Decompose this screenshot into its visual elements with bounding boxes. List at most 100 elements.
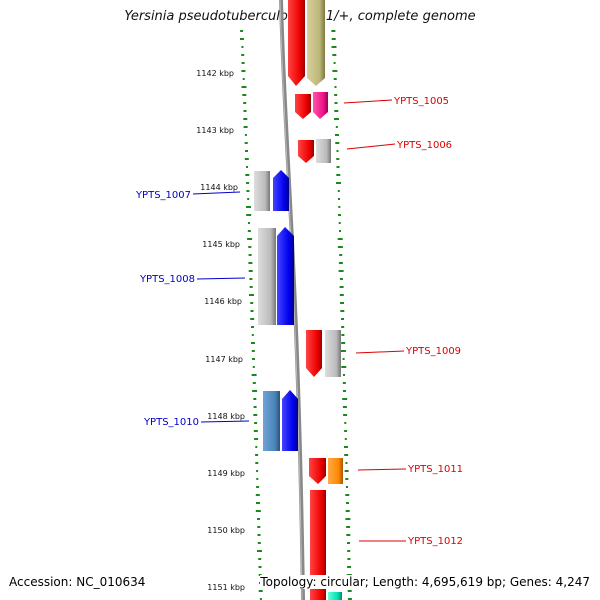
gene-label[interactable]: YPTS_1007 bbox=[135, 190, 191, 201]
genome-backbone bbox=[279, 0, 305, 600]
gc-dot bbox=[331, 46, 337, 48]
gc-dot bbox=[245, 150, 248, 152]
gc-dot bbox=[334, 102, 338, 104]
gc-dot bbox=[346, 534, 351, 536]
gc-dot bbox=[347, 598, 352, 600]
gc-dot bbox=[338, 222, 341, 224]
orange-feature[interactable] bbox=[328, 458, 343, 484]
khaki-feature[interactable] bbox=[307, 0, 325, 86]
gc-dot bbox=[336, 166, 340, 168]
forward-cds[interactable] bbox=[295, 94, 311, 119]
gc-dot bbox=[334, 110, 339, 112]
gray-feature[interactable] bbox=[258, 228, 276, 325]
gc-dot bbox=[240, 38, 244, 40]
gc-dot bbox=[244, 158, 249, 160]
gc-dot bbox=[250, 310, 254, 312]
gc-dot bbox=[331, 38, 336, 40]
gc-dot bbox=[259, 598, 262, 600]
gene-label[interactable]: YPTS_1006 bbox=[396, 140, 452, 151]
steel-feature[interactable] bbox=[263, 391, 280, 451]
magenta-feature[interactable] bbox=[313, 92, 328, 119]
gene-label[interactable]: YPTS_1011 bbox=[407, 464, 463, 475]
gc-dot bbox=[338, 214, 341, 216]
gene-label[interactable]: YPTS_1005 bbox=[393, 96, 449, 107]
gc-dot bbox=[246, 166, 248, 168]
gc-dot bbox=[344, 470, 349, 472]
gc-dot bbox=[257, 518, 260, 520]
gc-dot bbox=[241, 86, 247, 88]
reverse-cds[interactable] bbox=[282, 390, 298, 451]
reverse-cds[interactable] bbox=[273, 170, 289, 211]
gc-dot bbox=[248, 222, 250, 224]
gc-dot bbox=[345, 510, 350, 512]
forward-cds[interactable] bbox=[298, 140, 314, 163]
gc-dot bbox=[343, 390, 346, 392]
gc-dot bbox=[246, 214, 252, 216]
reverse-cds[interactable] bbox=[277, 227, 294, 325]
gene-label[interactable]: YPTS_1012 bbox=[407, 536, 463, 547]
gc-dot bbox=[341, 326, 345, 328]
gray-feature[interactable] bbox=[325, 330, 341, 377]
gc-dot bbox=[252, 358, 255, 360]
gene-label[interactable]: YPTS_1009 bbox=[405, 346, 461, 357]
gc-dot bbox=[339, 278, 343, 280]
gc-dot bbox=[347, 542, 350, 544]
gc-dot bbox=[247, 198, 250, 200]
gc-dot bbox=[244, 142, 248, 144]
gc-dot bbox=[347, 590, 352, 592]
gc-dot bbox=[255, 510, 261, 512]
gc-dot bbox=[334, 86, 337, 88]
forward-cds[interactable] bbox=[306, 330, 322, 377]
gc-dot bbox=[341, 318, 344, 320]
gc-dot bbox=[240, 30, 244, 32]
gc-dot bbox=[253, 414, 258, 416]
gc-dot bbox=[339, 286, 344, 288]
gc-dot bbox=[335, 142, 340, 144]
forward-cds[interactable] bbox=[309, 458, 326, 484]
gc-dot bbox=[339, 230, 341, 232]
gc-dot bbox=[246, 190, 250, 192]
gene-label[interactable]: YPTS_1010 bbox=[143, 417, 199, 428]
gc-dot bbox=[341, 366, 347, 368]
gc-dot bbox=[344, 446, 348, 448]
gc-dot bbox=[250, 302, 254, 304]
scale-tick-label: 1147 kbp bbox=[205, 355, 243, 364]
gc-dot bbox=[251, 374, 257, 376]
gc-dot bbox=[335, 134, 339, 136]
gray-feature[interactable] bbox=[254, 171, 270, 211]
gc-dot bbox=[341, 342, 346, 344]
gc-dot bbox=[339, 254, 343, 256]
gc-dot bbox=[243, 110, 247, 112]
gc-dot bbox=[257, 550, 262, 552]
gc-dot bbox=[332, 70, 338, 72]
gc-dot bbox=[241, 70, 246, 72]
gc-dot bbox=[337, 246, 343, 248]
feature-track bbox=[254, 0, 343, 600]
scale-tick-label: 1143 kbp bbox=[196, 126, 234, 135]
gc-dot bbox=[342, 358, 345, 360]
gc-dot bbox=[247, 238, 253, 240]
gene-label[interactable]: YPTS_1008 bbox=[139, 274, 195, 285]
gc-dot bbox=[342, 382, 346, 384]
gc-dot bbox=[336, 158, 340, 160]
gc-dot bbox=[342, 406, 347, 408]
gc-dot bbox=[258, 574, 262, 576]
gc-dot bbox=[257, 526, 261, 528]
gray-feature[interactable] bbox=[316, 139, 331, 163]
gc-dot bbox=[241, 54, 245, 56]
scale-tick-label: 1146 kbp bbox=[204, 297, 242, 306]
gc-dot bbox=[246, 182, 250, 184]
gc-dot bbox=[336, 174, 341, 176]
forward-cds[interactable] bbox=[288, 0, 305, 86]
gc-dot bbox=[252, 390, 258, 392]
cyan-feature[interactable] bbox=[328, 592, 342, 600]
gc-dot bbox=[255, 454, 259, 456]
gc-dot bbox=[243, 126, 248, 128]
gc-dot bbox=[346, 486, 348, 488]
gc-dot bbox=[331, 30, 336, 32]
forward-cds[interactable] bbox=[310, 490, 326, 600]
gc-dot bbox=[338, 262, 343, 264]
scale-tick-label: 1149 kbp bbox=[207, 469, 245, 478]
